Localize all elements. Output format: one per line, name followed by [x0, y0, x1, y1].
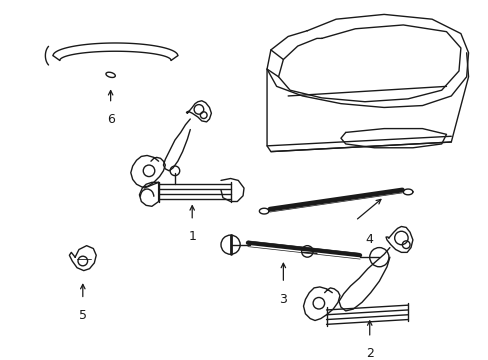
Text: 4: 4 [365, 233, 373, 246]
Text: 3: 3 [279, 293, 287, 306]
Text: 1: 1 [188, 230, 196, 243]
Text: 5: 5 [79, 309, 87, 322]
Text: 6: 6 [106, 113, 114, 126]
Text: 2: 2 [365, 347, 373, 360]
